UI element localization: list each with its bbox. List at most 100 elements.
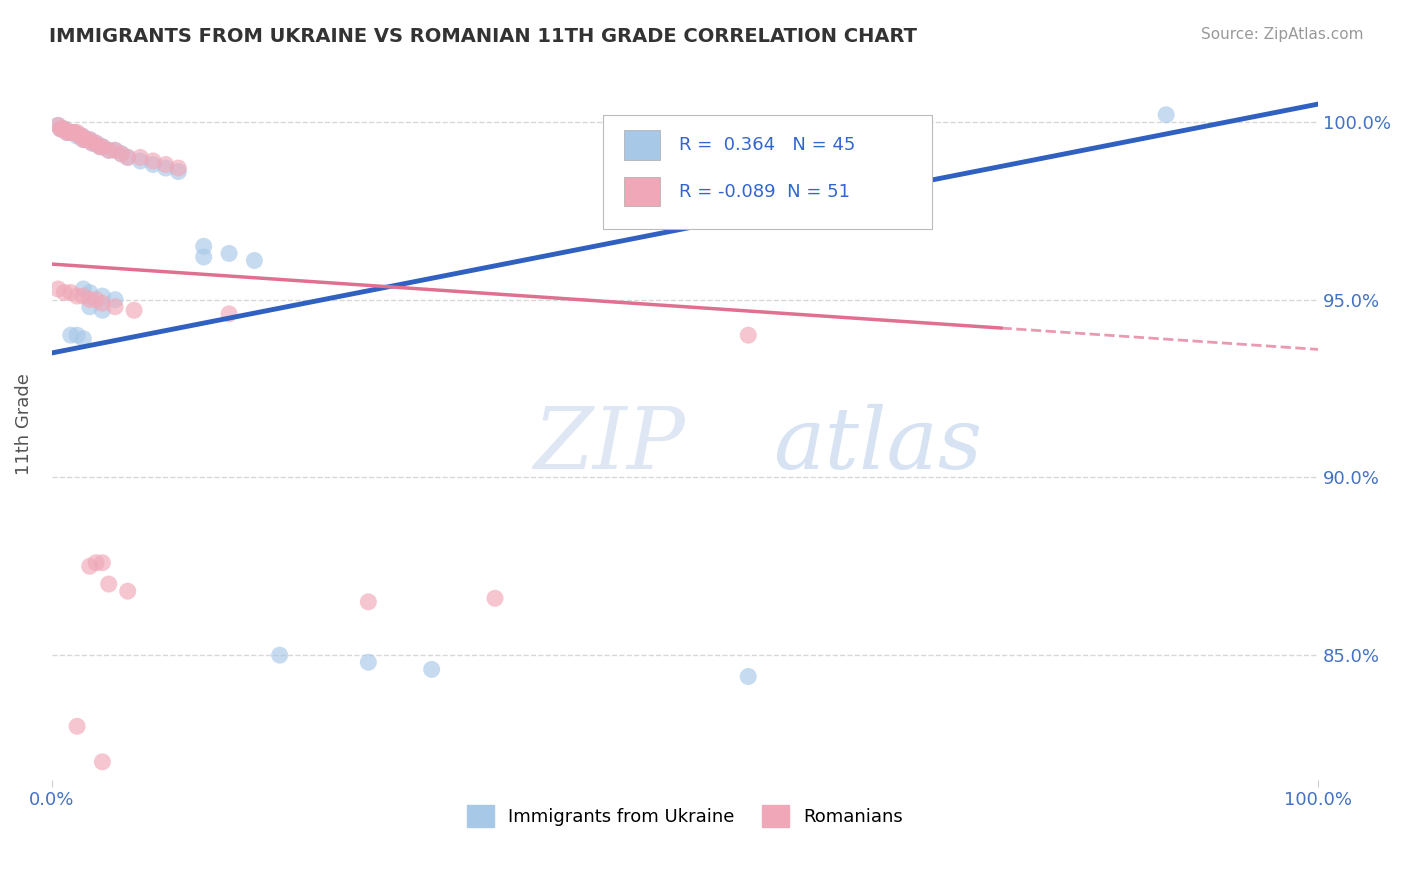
Point xyxy=(62,126,84,140)
Point xyxy=(167,161,190,175)
Point xyxy=(59,328,82,343)
Point xyxy=(56,126,79,140)
Legend: Immigrants from Ukraine, Romanians: Immigrants from Ukraine, Romanians xyxy=(460,798,910,835)
Point xyxy=(72,133,94,147)
Point xyxy=(91,755,114,769)
Point xyxy=(63,126,86,140)
Point xyxy=(110,146,132,161)
Point xyxy=(193,239,215,253)
Point xyxy=(70,129,93,144)
Point xyxy=(56,126,79,140)
Point xyxy=(91,289,114,303)
Point xyxy=(79,133,101,147)
Point xyxy=(117,150,139,164)
Point xyxy=(82,136,104,151)
FancyBboxPatch shape xyxy=(624,129,659,160)
Point xyxy=(66,129,89,144)
Point xyxy=(84,293,107,307)
Point xyxy=(97,577,120,591)
Point xyxy=(46,119,69,133)
Point xyxy=(59,126,82,140)
Point xyxy=(79,285,101,300)
Point xyxy=(89,140,111,154)
Point xyxy=(69,129,91,144)
Point xyxy=(104,143,127,157)
Point xyxy=(72,133,94,147)
Point xyxy=(82,136,104,151)
Point xyxy=(58,126,80,140)
Point xyxy=(53,122,76,136)
Point xyxy=(110,146,132,161)
Point xyxy=(420,662,443,676)
Point xyxy=(737,328,759,343)
Point xyxy=(84,556,107,570)
Point xyxy=(91,303,114,318)
Point xyxy=(122,303,145,318)
Point xyxy=(484,591,506,606)
Point xyxy=(269,648,291,662)
Text: R = -0.089  N = 51: R = -0.089 N = 51 xyxy=(679,183,849,201)
Point xyxy=(104,143,127,157)
Point xyxy=(155,157,177,171)
Point xyxy=(62,126,84,140)
Point xyxy=(59,285,82,300)
Point xyxy=(79,293,101,307)
Point xyxy=(91,140,114,154)
Point xyxy=(84,136,107,151)
Point xyxy=(167,164,190,178)
Point xyxy=(72,289,94,303)
Point xyxy=(104,300,127,314)
Y-axis label: 11th Grade: 11th Grade xyxy=(15,373,32,475)
Text: ZIP: ZIP xyxy=(533,404,685,487)
Point xyxy=(66,862,89,876)
Point xyxy=(129,150,152,164)
Point xyxy=(46,282,69,296)
Point xyxy=(58,126,80,140)
Point xyxy=(357,655,380,669)
Point xyxy=(75,133,97,147)
Point xyxy=(142,157,165,171)
Point xyxy=(46,119,69,133)
Point xyxy=(51,122,73,136)
Text: R =  0.364   N = 45: R = 0.364 N = 45 xyxy=(679,136,855,153)
Point xyxy=(75,133,97,147)
Point xyxy=(117,584,139,599)
Point xyxy=(89,140,111,154)
Point xyxy=(218,246,240,260)
Point xyxy=(66,328,89,343)
Point xyxy=(66,126,89,140)
Point xyxy=(53,122,76,136)
Point xyxy=(155,161,177,175)
Point xyxy=(357,595,380,609)
Point xyxy=(129,153,152,168)
Point xyxy=(218,307,240,321)
Point xyxy=(91,296,114,310)
Point xyxy=(91,140,114,154)
Point xyxy=(1154,108,1177,122)
Point xyxy=(59,126,82,140)
Point xyxy=(142,153,165,168)
Point xyxy=(97,143,120,157)
Point xyxy=(79,300,101,314)
Point xyxy=(737,669,759,683)
Point xyxy=(53,285,76,300)
Point xyxy=(66,289,89,303)
Text: IMMIGRANTS FROM UKRAINE VS ROMANIAN 11TH GRADE CORRELATION CHART: IMMIGRANTS FROM UKRAINE VS ROMANIAN 11TH… xyxy=(49,27,917,45)
Text: Source: ZipAtlas.com: Source: ZipAtlas.com xyxy=(1201,27,1364,42)
Point xyxy=(70,129,93,144)
Point xyxy=(243,253,266,268)
Point xyxy=(104,293,127,307)
Point xyxy=(49,122,72,136)
Point xyxy=(97,143,120,157)
Point xyxy=(79,133,101,147)
Point xyxy=(84,136,107,151)
Point xyxy=(49,122,72,136)
Point xyxy=(63,126,86,140)
Text: atlas: atlas xyxy=(773,404,983,487)
Point xyxy=(72,332,94,346)
Point xyxy=(79,559,101,574)
Point xyxy=(51,122,73,136)
FancyBboxPatch shape xyxy=(624,177,659,206)
Point xyxy=(193,250,215,264)
Point xyxy=(69,129,91,144)
